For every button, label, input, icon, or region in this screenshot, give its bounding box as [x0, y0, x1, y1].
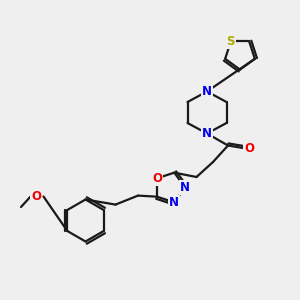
Text: O: O — [152, 172, 162, 185]
Text: O: O — [31, 190, 41, 203]
Text: O: O — [244, 142, 254, 155]
Text: S: S — [226, 35, 235, 48]
Text: N: N — [202, 85, 212, 98]
Text: N: N — [169, 196, 179, 209]
Text: N: N — [180, 181, 190, 194]
Text: N: N — [202, 127, 212, 140]
